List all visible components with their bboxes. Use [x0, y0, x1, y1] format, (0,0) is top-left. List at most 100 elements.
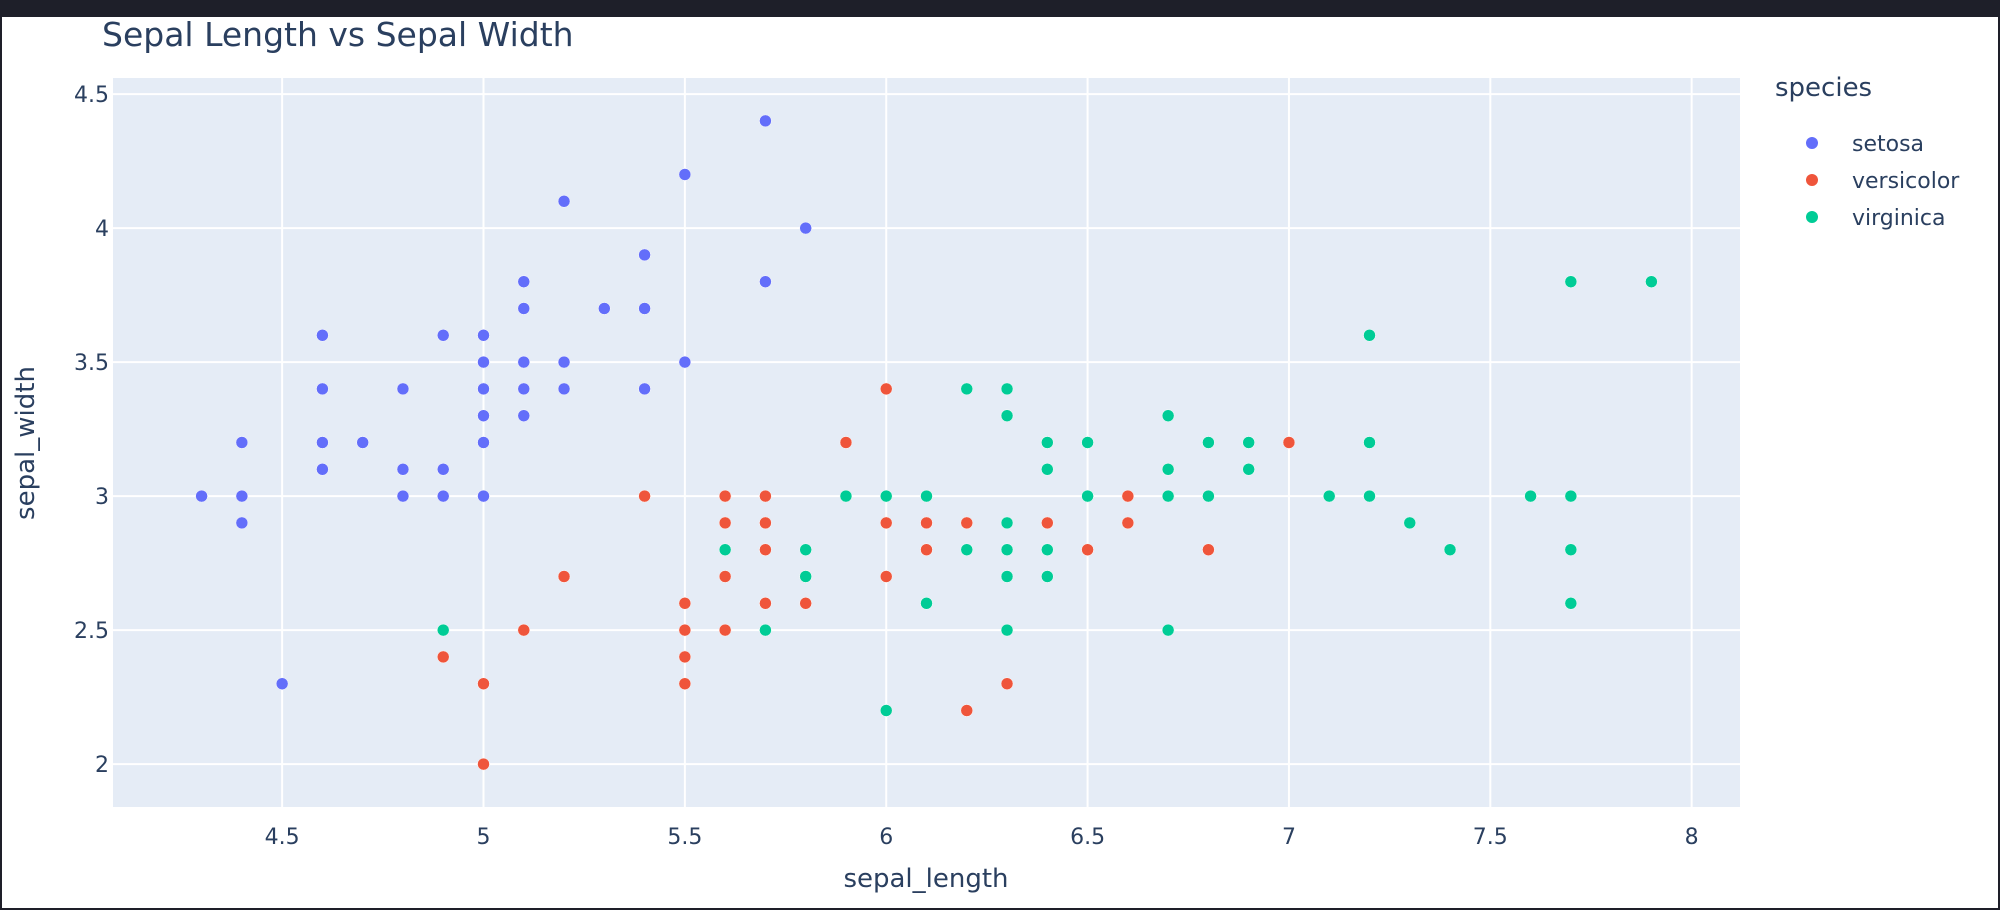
data-point[interactable]: [1564, 543, 1578, 556]
data-point[interactable]: [1202, 436, 1215, 449]
data-point[interactable]: [1282, 436, 1296, 449]
data-point[interactable]: [1363, 489, 1376, 503]
data-point[interactable]: [879, 570, 893, 583]
data-point[interactable]: [920, 543, 933, 556]
data-point[interactable]: [557, 355, 571, 369]
data-point[interactable]: [678, 355, 692, 369]
data-point[interactable]: [1161, 623, 1175, 637]
data-point[interactable]: [879, 489, 893, 503]
data-point[interactable]: [195, 489, 208, 503]
data-point[interactable]: [1564, 489, 1578, 503]
data-point[interactable]: [316, 463, 329, 476]
data-point[interactable]: [477, 436, 490, 449]
data-point[interactable]: [396, 463, 410, 476]
data-point[interactable]: [1564, 597, 1578, 610]
data-point[interactable]: [1403, 516, 1417, 530]
data-point[interactable]: [557, 570, 571, 583]
data-point[interactable]: [1041, 570, 1054, 583]
data-point[interactable]: [235, 516, 249, 530]
data-point[interactable]: [960, 543, 974, 556]
data-point[interactable]: [517, 302, 531, 315]
data-point[interactable]: [1000, 516, 1014, 530]
data-point[interactable]: [1000, 543, 1014, 556]
data-point[interactable]: [678, 623, 692, 637]
plot-area[interactable]: [113, 78, 1740, 807]
data-point[interactable]: [275, 677, 289, 690]
data-point[interactable]: [396, 489, 410, 503]
data-point[interactable]: [1000, 382, 1014, 396]
data-point[interactable]: [1000, 677, 1014, 690]
data-point[interactable]: [638, 302, 651, 315]
data-point[interactable]: [1322, 489, 1336, 503]
data-point[interactable]: [598, 302, 611, 315]
data-point[interactable]: [1524, 489, 1537, 503]
data-point[interactable]: [1121, 516, 1135, 530]
data-point[interactable]: [1645, 275, 1658, 288]
data-point[interactable]: [920, 516, 933, 530]
data-point[interactable]: [879, 382, 893, 396]
data-point[interactable]: [1564, 275, 1578, 288]
data-point[interactable]: [799, 570, 812, 583]
data-point[interactable]: [235, 489, 249, 503]
data-point[interactable]: [960, 516, 974, 530]
data-point[interactable]: [316, 436, 329, 449]
data-point[interactable]: [799, 221, 812, 235]
data-point[interactable]: [718, 516, 732, 530]
data-point[interactable]: [799, 543, 812, 556]
data-point[interactable]: [1161, 463, 1175, 476]
data-point[interactable]: [1242, 436, 1255, 449]
data-point[interactable]: [1081, 543, 1094, 556]
data-point[interactable]: [759, 597, 772, 610]
data-point[interactable]: [1041, 463, 1054, 476]
data-point[interactable]: [436, 329, 450, 342]
data-point[interactable]: [1041, 516, 1054, 530]
data-point[interactable]: [920, 597, 933, 610]
data-point[interactable]: [718, 489, 732, 503]
data-point[interactable]: [678, 677, 692, 690]
legend-item-versicolor[interactable]: versicolor: [1806, 169, 1960, 194]
data-point[interactable]: [960, 704, 974, 717]
data-point[interactable]: [1000, 409, 1014, 422]
data-point[interactable]: [477, 409, 490, 422]
data-point[interactable]: [557, 382, 571, 396]
data-point[interactable]: [477, 757, 490, 771]
data-point[interactable]: [1363, 436, 1376, 449]
data-point[interactable]: [759, 489, 772, 503]
legend-item-setosa[interactable]: setosa: [1806, 132, 1924, 157]
data-point[interactable]: [678, 168, 692, 181]
data-point[interactable]: [517, 382, 531, 396]
data-point[interactable]: [477, 489, 490, 503]
data-point[interactable]: [1121, 489, 1135, 503]
data-point[interactable]: [517, 275, 531, 288]
data-point[interactable]: [879, 704, 893, 717]
data-point[interactable]: [678, 650, 692, 664]
data-point[interactable]: [477, 355, 490, 369]
data-point[interactable]: [517, 623, 531, 637]
data-point[interactable]: [235, 436, 249, 449]
data-point[interactable]: [1443, 543, 1457, 556]
data-point[interactable]: [1363, 329, 1376, 342]
data-point[interactable]: [759, 114, 772, 128]
data-point[interactable]: [1041, 436, 1054, 449]
data-point[interactable]: [718, 543, 732, 556]
data-point[interactable]: [1081, 436, 1094, 449]
data-point[interactable]: [1000, 623, 1014, 637]
data-point[interactable]: [356, 436, 369, 449]
data-point[interactable]: [759, 623, 772, 637]
data-point[interactable]: [839, 489, 853, 503]
data-point[interactable]: [1242, 463, 1255, 476]
data-point[interactable]: [718, 623, 732, 637]
data-point[interactable]: [1000, 570, 1014, 583]
data-point[interactable]: [960, 382, 974, 396]
legend-item-virginica[interactable]: virginica: [1806, 206, 1946, 231]
data-point[interactable]: [557, 195, 571, 208]
data-point[interactable]: [396, 382, 410, 396]
data-point[interactable]: [759, 275, 772, 288]
data-point[interactable]: [718, 570, 732, 583]
data-point[interactable]: [477, 382, 490, 396]
data-point[interactable]: [436, 463, 450, 476]
data-point[interactable]: [678, 597, 692, 610]
data-point[interactable]: [638, 382, 651, 396]
data-point[interactable]: [638, 489, 651, 503]
data-point[interactable]: [879, 516, 893, 530]
